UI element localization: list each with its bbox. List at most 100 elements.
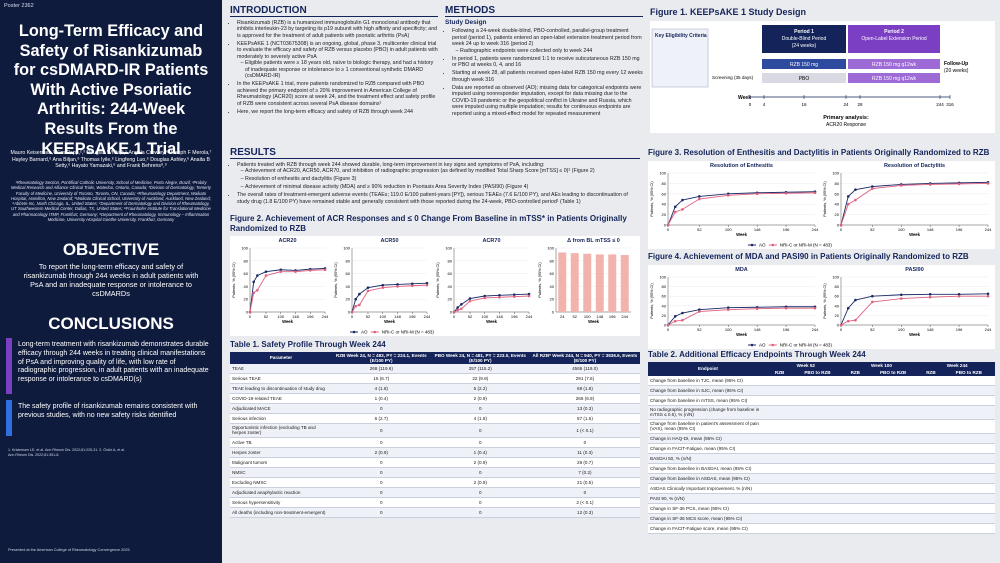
data-point (381, 286, 385, 289)
table-cell: 0 (331, 487, 431, 498)
table-cell: 1 (0.4) (430, 447, 530, 458)
table-cell (768, 385, 792, 396)
data-point (452, 310, 456, 314)
table-cell (942, 503, 995, 514)
data-point (957, 292, 961, 296)
y-tick-label: 0 (664, 322, 667, 327)
y-tick-label: 100 (659, 170, 666, 175)
figure-1: Figure 1. KEEPsAKE 1 Study Design Key El… (650, 7, 995, 138)
data-point (252, 280, 255, 284)
table-cell (919, 463, 943, 474)
data-point (498, 294, 501, 297)
table-title: Table 1. Safety Profile Through Week 244 (230, 340, 386, 349)
y-axis-label: Patients, % (95% CI) (436, 262, 440, 298)
row-label: Herpes zoster (230, 447, 332, 458)
introduction: INTRODUCTION Risankizumab (RZB) is a hum… (230, 6, 438, 117)
table-cell (768, 375, 792, 386)
timeline-tick-label: 4 (763, 102, 766, 107)
table-cell: 4 (1.8) (331, 383, 431, 394)
sub-bullet: Resolution of enthesitis and dactylitis … (245, 176, 640, 183)
data-point (252, 291, 255, 295)
x-tick-label: 196 (956, 327, 963, 332)
study-design-diagram: Key Eligibility Criteria Screening (35 d… (650, 20, 995, 133)
table-cell: 0 (430, 437, 530, 448)
column-header: Parameter (230, 351, 332, 364)
table-cell: 2 (0.9) (430, 457, 530, 468)
y-tick-label: 100 (547, 246, 554, 251)
y-tick-label: 100 (832, 170, 839, 175)
x-tick-label: 52 (468, 314, 473, 319)
header-row: Parameter RZB Week 24, N = 483, PY = 224.… (230, 351, 640, 364)
period-label: Double-Blind Period (782, 36, 827, 42)
y-tick-label: 0 (837, 222, 840, 227)
table-cell: 2 (< 0.1) (529, 497, 640, 508)
table-cell (866, 463, 920, 474)
x-tick-label: 52 (573, 314, 578, 319)
y-tick-label: 80 (346, 258, 351, 263)
row-label: TEAE (230, 363, 332, 374)
table-row: All deaths (including non-treatment-emer… (230, 507, 640, 518)
table-cell (866, 483, 920, 494)
data-point (784, 306, 788, 309)
bullet-list: Patients treated with RZB through week 2… (230, 162, 640, 206)
table-row: PASI 90, % (n/N) (648, 493, 995, 504)
table-cell: 12 (0.3) (529, 507, 640, 518)
table-cell (768, 493, 792, 504)
table-cell (843, 443, 867, 454)
y-tick-label: 20 (835, 212, 840, 217)
series-line (249, 269, 326, 313)
data-point (512, 295, 516, 298)
bullet: KEEPsAKE 1 (NCT03675308) is an ongoing, … (237, 41, 438, 80)
header-row: RZB PBO to RZB RZB PBO to RZB RZB PBO to RZB (648, 368, 995, 376)
data-point (248, 310, 252, 314)
data-point (264, 270, 268, 273)
y-tick-label: 60 (244, 271, 249, 276)
data-point (698, 307, 701, 311)
data-point (899, 292, 903, 296)
x-tick-label: 24 (560, 314, 565, 319)
table-title: Table 2. Additional Efficacy Endpoints T… (648, 350, 866, 359)
x-tick-label: 100 (898, 227, 905, 232)
x-tick-label: 244 (322, 314, 329, 319)
row-label: Malignant tumors (230, 457, 332, 468)
row-label: Change from baseline in ASDAS, mean (95%… (648, 473, 768, 484)
data-point (410, 282, 414, 286)
data-point (425, 283, 429, 287)
data-point (726, 307, 730, 311)
table-cell: 0 (331, 423, 431, 438)
y-tick-label: 40 (550, 284, 555, 289)
objective-text: To report the long-term efficacy and saf… (23, 262, 199, 298)
timeline-tick-label: 0 (749, 102, 752, 107)
timeline-tick-label: 24 (843, 102, 849, 107)
table-cell: 1 (0.4) (331, 393, 431, 404)
table-cell: 6 (2.7) (331, 413, 431, 424)
table-cell (791, 419, 844, 434)
bar (608, 254, 617, 312)
objective-heading: OBJECTIVE (62, 240, 160, 259)
conclusion-box: Long-term treatment with risankizumab de… (6, 338, 216, 394)
table-cell (866, 375, 920, 386)
efficacy-table: Endpoint Week 52 Week 100 Week 244 RZB PBO to… (648, 361, 995, 534)
table-cell: 2 (0.9) (430, 477, 530, 488)
x-axis-label: Week (384, 319, 396, 324)
data-point (698, 194, 701, 198)
data-point (846, 194, 850, 198)
table-row: Change in SF-36 MCS score, mean (95% CI) (648, 513, 995, 524)
table-cell (866, 405, 920, 420)
y-tick-label: 60 (835, 191, 840, 196)
bullet: Patients treated with RZB through week 2… (237, 162, 640, 191)
row-label: Serious infection (230, 413, 332, 424)
table-cell (866, 395, 920, 406)
x-tick-label: 196 (783, 227, 790, 232)
data-point (256, 274, 259, 277)
data-point (460, 307, 463, 311)
table-cell: 268 (119.6) (331, 363, 431, 374)
column-subheader: RZB (919, 368, 943, 376)
table-cell (919, 453, 943, 464)
legend-swatch (750, 343, 754, 346)
bullet-text: KEEPsAKE 1 (NCT03675308) is an ongoing, … (237, 40, 438, 60)
section-heading: INTRODUCTION (230, 6, 438, 17)
followup-label: Follow-Up (944, 61, 968, 67)
table-cell: 266 (6.9) (529, 393, 640, 404)
legend-swatch (352, 330, 356, 334)
